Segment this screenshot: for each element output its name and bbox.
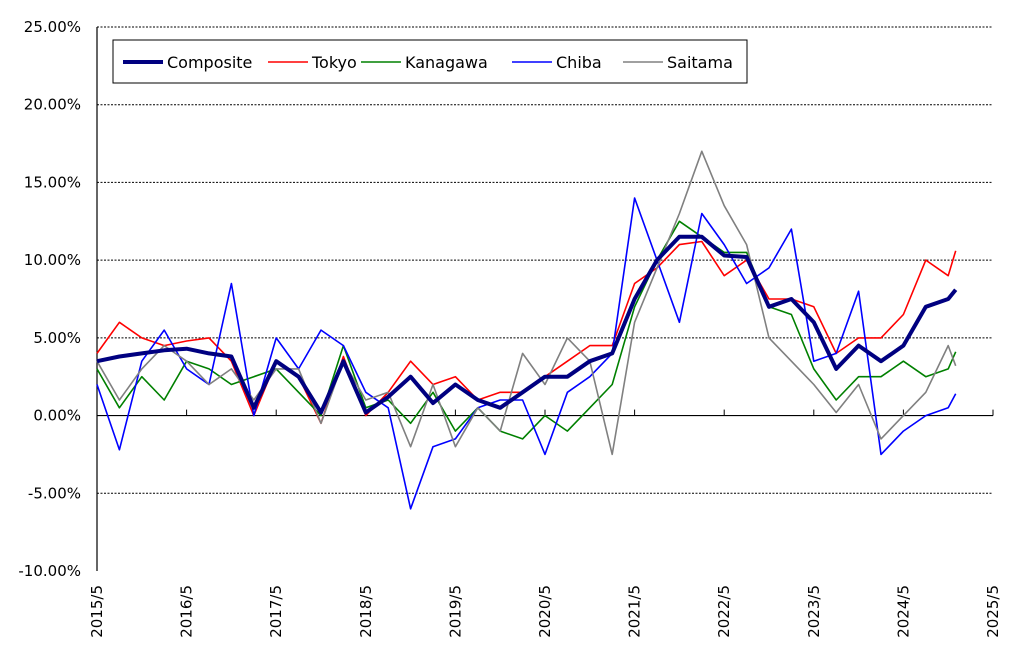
x-tick-label: 2022/5 xyxy=(715,585,733,638)
y-axis-ticks: 25.00% 20.00% 15.00% 10.00% 5.00% 0.00% -5.00%… xyxy=(18,18,81,580)
x-tick-label: 2016/5 xyxy=(178,585,196,638)
series-line-tokyo xyxy=(96,240,957,425)
y-tick-label: 15.00% xyxy=(24,173,81,191)
series-lines xyxy=(96,150,958,510)
series-line-kanagawa xyxy=(96,220,957,440)
y-tick-label: 10.00% xyxy=(24,251,81,269)
x-tick-label: 2024/5 xyxy=(894,585,912,638)
y-tick-label: 0.00% xyxy=(33,407,81,425)
legend-label: Composite xyxy=(167,53,252,72)
x-tick-label: 2018/5 xyxy=(357,585,375,638)
x-axis-ticks: 2015/5 2016/5 2017/5 2018/5 2019/5 2020/5 2021… xyxy=(88,409,1002,638)
y-tick-label: -5.00% xyxy=(28,484,81,502)
x-tick-label: 2023/5 xyxy=(805,585,823,638)
series-line-composite xyxy=(96,234,958,415)
y-tick-label: 5.00% xyxy=(33,329,81,347)
x-tick-label: 2021/5 xyxy=(626,585,644,638)
y-tick-label: 25.00% xyxy=(24,18,81,36)
gridlines xyxy=(96,26,993,571)
x-tick-label: 2020/5 xyxy=(536,585,554,638)
legend: Composite Tokyo Kanagawa Chiba Saitama xyxy=(112,39,748,84)
x-tick-label: 2015/5 xyxy=(88,585,106,638)
y-tick-label: -10.00% xyxy=(18,562,81,580)
legend-label: Saitama xyxy=(667,53,733,72)
legend-label: Kanagawa xyxy=(405,53,488,72)
legend-label: Chiba xyxy=(556,53,602,72)
y-tick-label: 20.00% xyxy=(24,96,81,114)
legend-label: Tokyo xyxy=(311,53,357,72)
x-tick-label: 2017/5 xyxy=(267,585,285,638)
series-line-chiba xyxy=(96,197,957,510)
x-tick-label: 2025/5 xyxy=(984,585,1002,638)
x-tick-label: 2019/5 xyxy=(446,585,464,638)
